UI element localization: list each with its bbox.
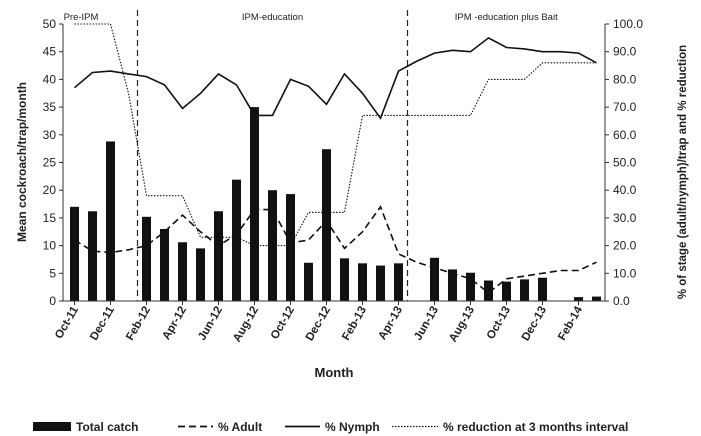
- bar-mar-14: [592, 296, 601, 301]
- left-tick-label: 10: [43, 239, 57, 253]
- right-tick-label: 40.0: [613, 183, 637, 197]
- x-tick-label: Oct-11: [53, 304, 81, 341]
- right-tick-label: 90.0: [613, 45, 637, 59]
- left-tick-label: 0: [49, 294, 56, 308]
- right-tick-label: 70.0: [613, 100, 637, 114]
- x-tick-label: Dec-12: [304, 305, 333, 344]
- left-tick-label: 15: [43, 211, 57, 225]
- left-tick-label: 35: [43, 100, 57, 114]
- x-tick-label: Aug-13: [447, 305, 477, 345]
- right-y-ticks: 0.0 10.0 20.0 30.0 40.0 50.0 60.0 70.0 80.0 90.0 1…: [605, 17, 643, 308]
- phase-label: IPM-education: [242, 12, 303, 23]
- legend-label: % Nymph: [325, 420, 380, 434]
- left-tick-label: 5: [49, 266, 56, 280]
- right-tick-label: 0.0: [613, 294, 630, 308]
- line-adult: [74, 205, 597, 294]
- bar-dec-13: [538, 277, 547, 301]
- left-tick-label: 25: [43, 156, 57, 170]
- left-tick-label: 40: [43, 72, 57, 86]
- bar-jul-12: [232, 179, 241, 301]
- bar-oct-12: [286, 194, 295, 301]
- bar-jun-13: [430, 257, 439, 301]
- right-tick-label: 80.0: [613, 72, 637, 86]
- legend-label: % Adult: [218, 420, 262, 434]
- x-tick-label: Aug-12: [231, 305, 261, 345]
- bar-mar-13: [376, 265, 385, 301]
- bar-jun-12: [214, 211, 223, 301]
- right-tick-label: 50.0: [613, 156, 637, 170]
- bar-jan-13: [340, 258, 349, 301]
- bar-mar-12: [160, 228, 169, 301]
- phase-dividers: Pre-IPM IPM-education IPM -education plus …: [64, 10, 558, 301]
- phase-label: IPM -education plus Bait: [455, 12, 558, 23]
- line-series-group: [73, 23, 597, 294]
- x-tick-label: Jun-13: [412, 305, 441, 343]
- bar-nov-12: [304, 262, 313, 301]
- right-y-axis-title: % of stage (adult/nymph)/trap and % redu…: [677, 45, 689, 299]
- left-tick-label: 50: [43, 17, 57, 31]
- x-axis-title: Month: [315, 365, 354, 380]
- left-y-axis-title: Mean cockroach/trap/month: [15, 82, 29, 242]
- right-tick-label: 100.0: [613, 17, 643, 31]
- left-tick-label: 45: [43, 45, 57, 59]
- bar-aug-12: [250, 107, 259, 301]
- right-tick-label: 10.0: [613, 266, 637, 280]
- bar-oct-13: [502, 281, 511, 301]
- bar-feb-14: [574, 297, 583, 301]
- bar-apr-12: [178, 242, 187, 301]
- bar-nov-13: [520, 279, 529, 301]
- line-reduction-at-3-months-interval: [74, 23, 597, 247]
- phase-label: Pre-IPM: [64, 12, 99, 23]
- right-tick-label: 20.0: [613, 239, 637, 253]
- bar-oct-11: [70, 206, 79, 301]
- bar-sep-13: [484, 280, 493, 301]
- legend-label: % reduction at 3 months interval: [443, 420, 628, 434]
- bar-apr-13: [394, 263, 403, 301]
- x-ticks: Oct-11 Dec-11 Feb-12 Apr-12 Jun-12 Aug-12 Oct-…: [53, 301, 585, 344]
- legend-swatch-bar: [33, 422, 71, 431]
- left-tick-label: 20: [43, 183, 57, 197]
- x-tick-label: Oct-13: [485, 305, 513, 342]
- x-tick-label: Feb-12: [124, 305, 153, 343]
- left-tick-label: 30: [43, 128, 57, 142]
- bar-jul-13: [448, 269, 457, 301]
- bar-dec-12: [322, 149, 331, 301]
- x-tick-label: Oct-12: [269, 305, 297, 342]
- x-tick-label: Apr-13: [376, 305, 405, 343]
- bar-nov-11: [88, 211, 97, 301]
- right-tick-label: 30.0: [613, 211, 637, 225]
- bar-series-total-catch: [70, 107, 601, 301]
- x-tick-label: Feb-13: [340, 305, 369, 343]
- left-y-ticks: 0 5 10 15 20 25 30 35 40 45 50: [43, 17, 63, 308]
- x-tick-label: Jun-12: [196, 305, 225, 343]
- bar-feb-12: [142, 216, 151, 301]
- line-nymph: [73, 36, 597, 120]
- bar-aug-13: [466, 272, 475, 301]
- right-tick-label: 60.0: [613, 128, 637, 142]
- x-tick-label: Feb-14: [556, 304, 585, 343]
- legend-label: Total catch: [76, 420, 138, 434]
- bar-may-12: [196, 248, 205, 301]
- bar-dec-11: [106, 141, 115, 301]
- x-tick-label: Dec-11: [88, 304, 117, 343]
- bar-feb-13: [358, 263, 367, 301]
- x-tick-label: Apr-12: [160, 305, 189, 343]
- x-tick-label: Dec-13: [520, 305, 549, 344]
- legend: Total catch % Adult % Nymph % reduction at …: [33, 420, 628, 434]
